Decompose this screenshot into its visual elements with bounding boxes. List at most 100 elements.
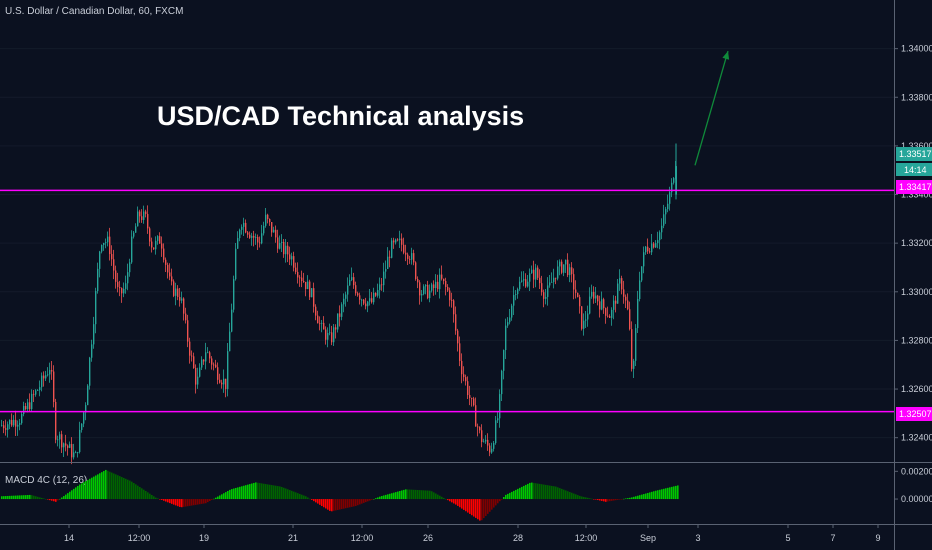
macd-bar: [369, 499, 371, 501]
candle-body: [235, 248, 237, 280]
macd-bar: [97, 474, 99, 500]
macd-bar: [5, 496, 7, 500]
macd-bar: [581, 496, 583, 500]
macd-bar: [207, 499, 209, 503]
candle-body: [383, 271, 385, 286]
candle-body: [253, 235, 255, 238]
countdown-tag: 14:14: [904, 165, 927, 175]
candle-body: [653, 243, 655, 248]
candle-body: [197, 376, 199, 385]
macd-bar: [363, 499, 365, 503]
macd-bar: [361, 499, 363, 504]
macd-bar: [249, 484, 251, 500]
macd-bar: [211, 499, 213, 500]
macd-bar: [541, 484, 543, 500]
candle-body: [317, 315, 319, 324]
candle-body: [603, 299, 605, 309]
candle-body: [147, 214, 149, 229]
macd-bar: [593, 499, 595, 500]
candle-body: [259, 242, 261, 244]
macd-bar: [233, 488, 235, 500]
y-tick-label: 1.33200: [901, 238, 932, 248]
candle-body: [5, 428, 7, 430]
candle-body: [31, 393, 33, 410]
macd-bar: [349, 499, 351, 508]
macd-bar: [237, 487, 239, 500]
candle-body: [457, 330, 459, 344]
macd-bar: [419, 490, 421, 500]
candle-body: [417, 279, 419, 283]
candle-body: [311, 288, 313, 298]
candle-body: [403, 244, 405, 253]
candle-body: [11, 419, 13, 426]
candle-body: [183, 298, 185, 314]
candle-body: [541, 283, 543, 293]
macd-bar: [403, 489, 405, 500]
candle-body: [571, 267, 573, 275]
candle-body: [633, 360, 635, 369]
macd-bar: [515, 489, 517, 500]
candle-body: [597, 295, 599, 302]
macd-bar: [495, 499, 497, 506]
macd-bar: [617, 499, 619, 500]
macd-bar: [301, 494, 303, 500]
candle-body: [99, 251, 101, 269]
candle-body: [23, 406, 25, 415]
macd-bar: [565, 490, 567, 500]
macd-bar: [621, 499, 623, 500]
macd-bar: [613, 499, 615, 501]
macd-bar: [293, 491, 295, 500]
candle-body: [449, 290, 451, 301]
macd-bar: [393, 492, 395, 500]
macd-bar: [67, 493, 69, 500]
candle-body: [297, 271, 299, 278]
candle-body: [123, 288, 125, 294]
macd-bar: [317, 499, 319, 504]
candle-body: [527, 281, 529, 287]
macd-bar: [569, 492, 571, 500]
candle-body: [531, 269, 533, 274]
candle-body: [487, 439, 489, 446]
symbol-label: U.S. Dollar / Canadian Dollar, 60, FXCM: [5, 6, 183, 17]
candle-body: [137, 211, 139, 227]
macd-bar: [333, 499, 335, 511]
macd-bar: [543, 484, 545, 500]
macd-bar: [437, 494, 439, 500]
macd-bar: [135, 484, 137, 500]
macd-bar: [587, 497, 589, 500]
macd-bar: [529, 482, 531, 500]
candle-body: [195, 367, 197, 385]
candle-body: [61, 434, 63, 448]
macd-bar: [49, 499, 51, 501]
candle-body: [309, 281, 311, 298]
macd-bar: [343, 499, 345, 509]
candle-body: [621, 278, 623, 290]
candle-body: [131, 236, 133, 263]
candle-body: [143, 211, 145, 220]
candle-body: [81, 423, 83, 430]
candle-body: [245, 222, 247, 233]
candle-body: [379, 284, 381, 291]
candle-body: [273, 229, 275, 233]
macd-bar: [291, 490, 293, 500]
candle-body: [201, 359, 203, 368]
macd-bar: [161, 499, 163, 500]
macd-bar: [55, 499, 57, 502]
macd-bar: [561, 488, 563, 500]
macd-bar: [81, 483, 83, 500]
macd-bar: [555, 486, 557, 500]
macd-bar: [585, 497, 587, 500]
candle-body: [119, 287, 121, 289]
candle-body: [151, 241, 153, 248]
macd-bar: [203, 499, 205, 504]
candle-body: [669, 192, 671, 204]
macd-bar: [183, 499, 185, 507]
candle-body: [185, 313, 187, 321]
candle-body: [581, 306, 583, 329]
x-tick-label: 5: [785, 533, 790, 543]
macd-bar: [439, 495, 441, 500]
candle-body: [635, 328, 637, 361]
macd-bar: [453, 499, 455, 504]
candle-body: [215, 364, 217, 368]
candle-body: [169, 272, 171, 277]
